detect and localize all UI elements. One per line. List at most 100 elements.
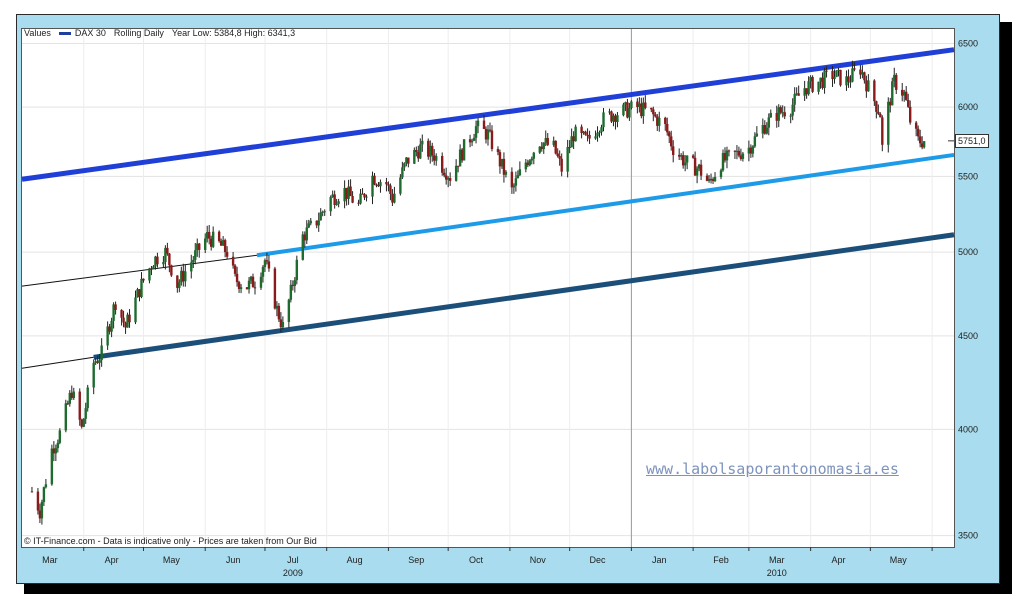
legend-swatch xyxy=(58,32,71,36)
watermark-link[interactable]: www.labolsaporantonomasia.es xyxy=(646,460,899,478)
candle-up xyxy=(454,165,458,181)
candle-up xyxy=(331,194,334,198)
candle-up xyxy=(98,359,101,363)
candle-down xyxy=(699,164,703,176)
candle-down xyxy=(654,114,657,117)
candle-down xyxy=(433,155,436,161)
candle-up xyxy=(616,115,619,122)
candle-up xyxy=(638,103,641,107)
candle-down xyxy=(389,185,392,194)
candle-up xyxy=(518,169,522,176)
candle-down xyxy=(502,158,506,175)
y-tick-label: 4500 xyxy=(958,331,978,341)
candle-up xyxy=(154,256,157,267)
candle-down xyxy=(468,139,472,143)
y-tick-label: 6500 xyxy=(958,39,978,49)
candle-up xyxy=(194,250,197,260)
candle-up xyxy=(486,129,490,140)
candle-up xyxy=(833,76,836,80)
candle-down xyxy=(279,319,283,328)
candle-down xyxy=(737,150,741,156)
candle-down xyxy=(415,150,418,152)
x-month-label: May xyxy=(163,555,181,565)
candle-down xyxy=(546,138,549,145)
candle-up xyxy=(94,361,97,363)
candle-up xyxy=(152,266,155,269)
x-month-label: Jun xyxy=(226,555,241,565)
candle-down xyxy=(303,234,306,241)
candle-down xyxy=(556,153,559,157)
candle-up xyxy=(405,157,408,164)
y-tick-label: 3500 xyxy=(958,531,978,541)
candle-down xyxy=(345,187,348,199)
candle-up xyxy=(287,299,291,322)
candle-up xyxy=(612,115,615,122)
trendline-thin-lower xyxy=(21,356,94,369)
candle-down xyxy=(727,150,731,152)
candle-up xyxy=(777,107,780,121)
candle-down xyxy=(881,117,884,145)
candle-down xyxy=(198,243,201,250)
candle-down xyxy=(691,155,695,158)
candle-up xyxy=(819,77,822,82)
candle-down xyxy=(498,152,502,167)
x-month-label: Nov xyxy=(530,555,547,565)
candle-down xyxy=(80,419,83,427)
candle-up xyxy=(192,259,195,263)
candle-up xyxy=(44,484,48,488)
candle-up xyxy=(72,391,75,399)
candle-up xyxy=(399,177,402,194)
candle-down xyxy=(723,152,727,161)
candle-down xyxy=(225,252,229,257)
candle-up xyxy=(837,69,840,71)
candle-up xyxy=(393,193,396,203)
candle-up xyxy=(249,276,253,281)
candle-down xyxy=(908,106,912,123)
candle-down xyxy=(78,391,81,420)
x-month-label: May xyxy=(890,555,908,565)
candle-down xyxy=(245,287,249,290)
candle-up xyxy=(337,201,340,204)
candle-up xyxy=(379,181,382,187)
candle-down xyxy=(920,143,924,148)
candle-up xyxy=(247,280,251,290)
legend-label: Values xyxy=(24,28,51,38)
candle-up xyxy=(162,262,165,265)
candle-down xyxy=(315,220,318,226)
candle-up xyxy=(323,211,326,213)
candle-down xyxy=(670,136,673,147)
candle-down xyxy=(351,196,354,203)
candle-up xyxy=(530,158,534,161)
candle-up xyxy=(793,93,796,105)
candle-down xyxy=(168,253,171,266)
candle-up xyxy=(891,81,894,106)
x-month-label: Oct xyxy=(469,555,484,565)
trendline-channel-top xyxy=(21,47,955,182)
candle-down xyxy=(265,260,269,262)
candle-up xyxy=(574,126,577,142)
candle-down xyxy=(889,101,892,106)
candle-down xyxy=(375,184,378,186)
candle-down xyxy=(431,145,434,156)
candle-up xyxy=(458,149,462,167)
candle-down xyxy=(444,175,448,180)
candle-up xyxy=(136,289,139,298)
candle-up xyxy=(622,104,625,116)
candle-down xyxy=(652,109,655,115)
y-tick-label: 4000 xyxy=(958,424,978,434)
candle-down xyxy=(182,270,185,282)
candle-up xyxy=(126,314,129,328)
candle-up xyxy=(789,115,792,117)
candle-down xyxy=(108,326,111,332)
candle-up xyxy=(180,270,183,283)
candle-down xyxy=(349,186,352,197)
candle-up xyxy=(50,448,54,485)
candle-down xyxy=(66,403,70,405)
candle-down xyxy=(879,113,882,118)
candle-down xyxy=(253,287,257,289)
candle-down xyxy=(540,146,543,150)
candle-up xyxy=(92,362,95,388)
candle-down xyxy=(580,126,583,134)
candle-up xyxy=(281,321,285,328)
candle-up xyxy=(791,104,794,116)
